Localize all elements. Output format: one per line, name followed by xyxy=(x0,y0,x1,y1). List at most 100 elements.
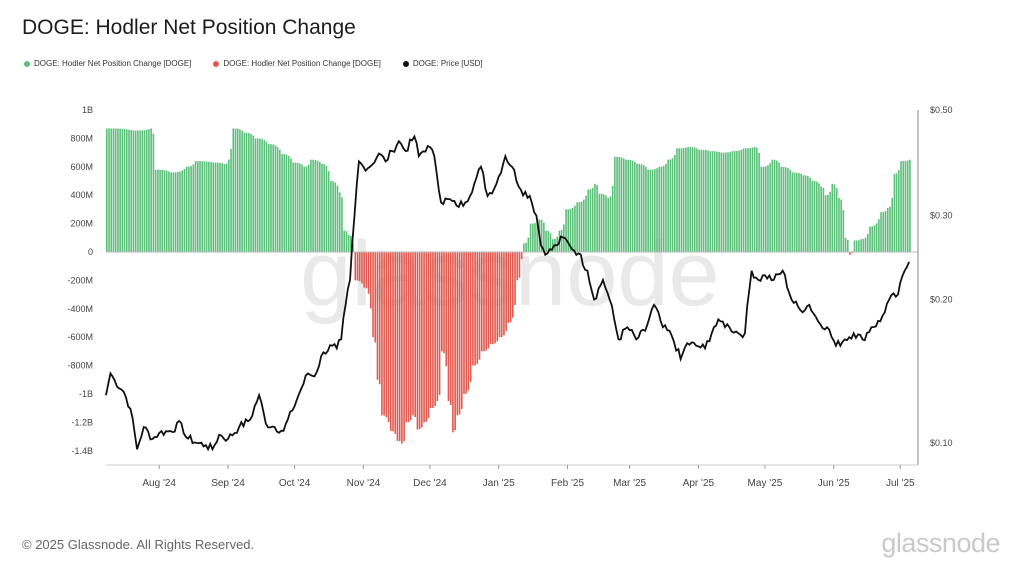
bar xyxy=(902,161,905,252)
bar xyxy=(904,160,907,252)
bar xyxy=(143,130,146,252)
bar xyxy=(358,252,361,282)
bar xyxy=(334,182,337,252)
bar xyxy=(651,169,654,252)
bar xyxy=(416,252,419,430)
bar xyxy=(106,128,108,252)
bar xyxy=(436,252,439,402)
bar xyxy=(658,166,661,252)
bar xyxy=(114,128,117,252)
right-axis-tick-label: $0.10 xyxy=(930,438,953,448)
bar xyxy=(536,221,539,252)
bar xyxy=(609,196,612,252)
bar xyxy=(274,145,277,252)
bar xyxy=(842,209,845,252)
bar xyxy=(454,252,456,431)
bar xyxy=(720,152,723,252)
bar xyxy=(747,148,749,252)
bar xyxy=(795,172,798,252)
bar xyxy=(241,130,243,252)
bar xyxy=(427,252,430,419)
bar xyxy=(478,252,481,360)
bar xyxy=(649,169,652,252)
bar xyxy=(401,252,403,444)
bar xyxy=(736,151,738,252)
bar xyxy=(598,193,601,252)
bar xyxy=(254,138,257,252)
bar xyxy=(813,181,816,252)
legend-item-price[interactable]: DOGE: Price [USD] xyxy=(402,59,483,68)
price-line xyxy=(105,134,910,452)
bar xyxy=(700,149,703,252)
left-axis-tick-label: 0 xyxy=(88,247,93,257)
bar xyxy=(119,128,121,252)
bar xyxy=(421,252,423,428)
bar xyxy=(174,172,177,252)
bar xyxy=(516,252,519,281)
bar xyxy=(123,129,126,252)
bar xyxy=(653,169,656,252)
bar xyxy=(580,201,583,252)
bar xyxy=(820,186,822,252)
bar xyxy=(445,252,448,367)
bar xyxy=(418,252,421,430)
bar xyxy=(117,128,119,252)
bar xyxy=(267,144,270,252)
bar xyxy=(154,169,157,252)
bar xyxy=(214,162,217,252)
bar xyxy=(250,133,252,252)
bar xyxy=(900,161,902,252)
bar xyxy=(529,223,532,252)
bar xyxy=(505,252,507,332)
bar xyxy=(130,130,133,252)
left-axis-tick-label: 1B xyxy=(82,105,93,115)
bar xyxy=(279,149,281,252)
bar xyxy=(576,202,578,252)
bar xyxy=(527,237,530,252)
bar xyxy=(618,157,621,252)
bar xyxy=(571,207,574,252)
bar xyxy=(873,225,876,252)
bar xyxy=(738,150,740,252)
bar xyxy=(560,229,563,252)
bar xyxy=(112,128,115,252)
bar xyxy=(432,252,434,408)
bar xyxy=(403,252,405,442)
bar xyxy=(665,163,667,252)
bar xyxy=(365,252,368,289)
bar xyxy=(789,169,791,252)
left-axis-tick-label: -1.2B xyxy=(71,417,93,427)
bar xyxy=(134,130,137,252)
bar xyxy=(259,138,261,252)
bar xyxy=(611,185,614,252)
bar xyxy=(265,141,268,252)
bar xyxy=(312,159,314,252)
bar xyxy=(409,252,412,421)
legend-item-positive[interactable]: DOGE: Hodler Net Position Change [DOGE] xyxy=(24,59,191,68)
bar xyxy=(671,158,674,252)
bar xyxy=(290,158,292,252)
bar xyxy=(638,164,641,252)
legend-item-negative[interactable]: DOGE: Hodler Net Position Change [DOGE] xyxy=(213,59,381,68)
bar xyxy=(245,132,248,252)
bar xyxy=(165,170,168,252)
right-axis-tick-label: $0.20 xyxy=(930,295,953,305)
bar xyxy=(804,175,807,252)
bar xyxy=(880,212,882,252)
bar xyxy=(607,198,610,252)
bar xyxy=(525,242,527,252)
bar xyxy=(753,146,756,252)
bar xyxy=(489,252,492,345)
bar xyxy=(642,165,645,252)
bar xyxy=(414,252,416,418)
bar xyxy=(500,252,503,337)
bar xyxy=(327,171,330,252)
x-axis-tick-label: Aug '24 xyxy=(142,478,176,489)
bar xyxy=(203,161,206,252)
x-axis-tick-label: Nov '24 xyxy=(347,478,381,489)
bar xyxy=(669,159,672,252)
bar xyxy=(758,152,760,252)
bar xyxy=(824,195,827,252)
brand-logo-text: glassnode xyxy=(881,528,1000,558)
bar xyxy=(549,233,552,252)
